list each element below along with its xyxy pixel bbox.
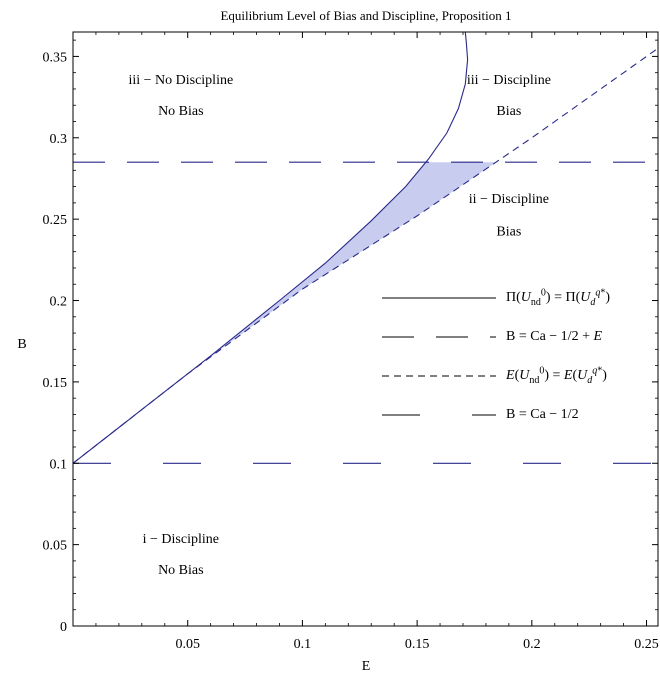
x-tick-label: 0.25 xyxy=(634,637,659,652)
legend-label-3: E(Und0) = E(Udq*) xyxy=(506,365,607,386)
region-label-ii-d-b-2: Bias xyxy=(496,225,521,240)
y-axis-label: B xyxy=(17,337,26,352)
region-label-i-d-nb-1: i − Discipline xyxy=(143,532,219,547)
region-label-iii-nd-nb-1: iii − No Discipline xyxy=(128,73,233,88)
plot-area: 0.05 0.1 0.15 0.2 0.25 0 0.05 0.1 0.15 0.2 0.25 0.3… xyxy=(43,31,659,652)
y-tick-label: 0.3 xyxy=(50,132,68,147)
series-line-3 xyxy=(73,47,658,464)
x-tick-label: 0.2 xyxy=(523,637,541,652)
x-tick-label: 0.05 xyxy=(175,637,200,652)
region-label-iii-nd-nb-2: No Bias xyxy=(158,104,204,119)
y-tick-label: 0.25 xyxy=(43,213,68,228)
series-line-1 xyxy=(73,32,469,464)
region-label-i-d-nb-2: No Bias xyxy=(158,563,204,578)
y-tick-label: 0.2 xyxy=(50,295,68,310)
legend-label-1: Π(Und0) = Π(Udq*) xyxy=(506,287,611,308)
x-axis-label: E xyxy=(362,659,371,674)
legend-entry-1: Π(Und0) = Π(Udq*) xyxy=(506,287,611,308)
legend-label-4: B = Ca − 1/2 xyxy=(506,407,579,422)
region-label-iii-d-b-2: Bias xyxy=(496,104,521,119)
y-tick-label: 0.35 xyxy=(43,50,68,65)
chart-title: Equilibrium Level of Bias and Discipline… xyxy=(220,8,511,23)
legend-entry-3: E(Und0) = E(Udq*) xyxy=(506,365,607,386)
y-tick-label: 0 xyxy=(60,620,67,635)
y-tick-label: 0.05 xyxy=(43,539,68,554)
shaded-region xyxy=(73,162,496,464)
plot-clipped-group xyxy=(73,32,658,464)
legend-entry-4: B = Ca − 1/2 xyxy=(506,407,579,422)
region-label-iii-d-b-1: iii − Discipline xyxy=(467,73,551,88)
x-tick-label: 0.1 xyxy=(294,637,312,652)
y-tick-label: 0.15 xyxy=(43,376,68,391)
plot-frame xyxy=(72,31,659,627)
legend-label-2: B = Ca − 1/2 + E xyxy=(506,329,603,344)
region-label-ii-d-b-1: ii − Discipline xyxy=(469,192,549,207)
y-tick-label: 0.1 xyxy=(50,457,68,472)
legend-entry-2: B = Ca − 1/2 + E xyxy=(506,329,603,344)
x-tick-label: 0.15 xyxy=(405,637,430,652)
